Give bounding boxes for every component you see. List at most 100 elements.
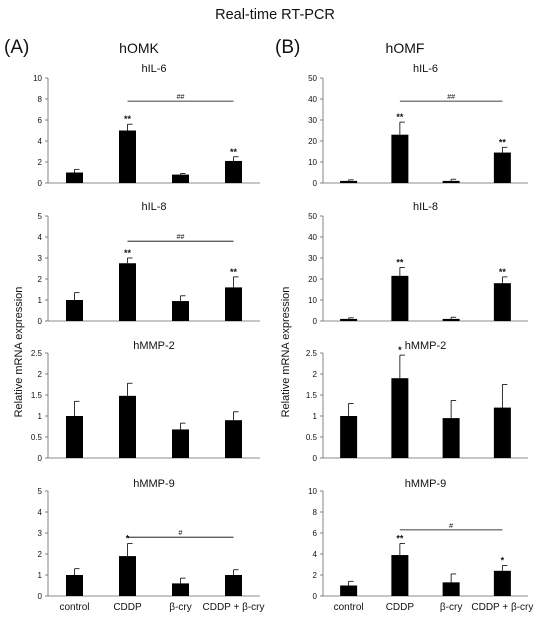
- chart-title: hMMP-2: [405, 340, 447, 352]
- chart-title: hIL-8: [141, 201, 166, 213]
- category-label: control: [59, 602, 89, 613]
- y-tick-label: 2: [313, 370, 318, 379]
- chart-a-3: hMMP-2 0 0.5 1 1.5 2 2.5: [31, 340, 260, 463]
- significance-marker: *: [126, 534, 130, 544]
- significance-marker: **: [124, 248, 132, 258]
- significance-marker: *: [398, 345, 402, 355]
- bar: [225, 287, 242, 321]
- y-axis-label-a: Relative mRNA expression: [13, 287, 25, 418]
- category-label: β-cry: [169, 602, 191, 613]
- bar: [442, 418, 460, 458]
- y-tick-label: 10: [308, 296, 317, 305]
- y-tick-label: 0: [313, 592, 318, 601]
- y-tick-label: 0.5: [306, 433, 318, 442]
- chart-a-1: hIL-6 0 2 4 6 8 10 ** ** ##: [33, 63, 260, 188]
- y-tick-label: 2: [38, 370, 43, 379]
- y-tick-label: 0: [38, 179, 43, 188]
- y-axis-label-b: Relative mRNA expression: [280, 287, 292, 418]
- y-tick-label: 1: [38, 412, 43, 421]
- significance-marker: **: [230, 267, 238, 277]
- significance-marker: **: [396, 534, 404, 544]
- chart-a-4: hMMP-9 0 1 2 3 4 5 control * CDDP β-cry CDDP + β-cr…: [38, 478, 265, 613]
- bar: [340, 318, 358, 321]
- bar: [225, 420, 242, 458]
- y-tick-label: 0.5: [31, 433, 43, 442]
- y-tick-label: 20: [308, 137, 317, 146]
- y-tick-label: 30: [308, 116, 317, 125]
- bar: [442, 318, 460, 321]
- significance-marker: **: [499, 137, 507, 147]
- y-tick-label: 0: [313, 454, 318, 463]
- y-tick-label: 40: [308, 95, 317, 104]
- category-label: CDDP: [113, 602, 142, 613]
- bar: [66, 172, 83, 183]
- bar: [442, 180, 460, 183]
- y-tick-label: 1.5: [31, 391, 43, 400]
- comparison-marker: #: [179, 530, 183, 537]
- y-tick-label: 50: [308, 212, 317, 221]
- y-tick-label: 6: [38, 116, 43, 125]
- y-tick-label: 8: [38, 95, 43, 104]
- bar: [225, 160, 242, 183]
- panel-b-title: hOMF: [386, 40, 425, 56]
- y-tick-label: 2.5: [31, 349, 43, 358]
- bar: [442, 582, 460, 596]
- chart-title: hMMP-2: [133, 340, 175, 352]
- y-tick-label: 3: [38, 254, 43, 263]
- significance-marker: *: [501, 556, 505, 566]
- comparison-marker: #: [449, 523, 453, 530]
- comparison-marker: ##: [177, 94, 185, 101]
- category-label: CDDP: [386, 602, 415, 613]
- chart-b-1: hIL-6 0 10 20 30 40 50 ** ** ##: [308, 63, 528, 188]
- comparison-marker: ##: [177, 234, 185, 241]
- panel-a-title: hOMK: [119, 40, 159, 56]
- y-tick-label: 40: [308, 233, 317, 242]
- bar: [66, 416, 83, 458]
- y-tick-label: 0: [38, 454, 43, 463]
- chart-a-2: hIL-8 0 1 2 3 4 5 ** ** ##: [38, 201, 260, 326]
- y-tick-label: 1: [313, 412, 318, 421]
- y-tick-label: 50: [308, 74, 317, 83]
- bar: [493, 283, 511, 321]
- y-tick-label: 0: [313, 179, 318, 188]
- chart-b-3: hMMP-2 0 0.5 1 1.5 2 2.5 *: [306, 340, 528, 463]
- bar: [119, 395, 136, 458]
- bar: [225, 575, 242, 596]
- bar: [493, 152, 511, 183]
- y-tick-label: 2: [38, 158, 43, 167]
- y-tick-label: 2: [38, 275, 43, 284]
- charts-layer: hIL-60246810****##hIL-8012345****##hMMP-…: [31, 63, 533, 613]
- significance-marker: **: [124, 114, 132, 124]
- y-tick-label: 4: [313, 550, 318, 559]
- bar: [66, 300, 83, 321]
- significance-marker: **: [499, 267, 507, 277]
- bar: [119, 130, 136, 183]
- comparison-marker: ##: [447, 94, 455, 101]
- y-tick-label: 5: [38, 212, 43, 221]
- y-tick-label: 1: [38, 296, 43, 305]
- significance-marker: **: [396, 112, 404, 122]
- bar: [172, 301, 189, 321]
- chart-b-2: hIL-8 0 10 20 30 40 50 ** **: [308, 201, 528, 326]
- y-tick-label: 2: [313, 571, 318, 580]
- y-tick-label: 30: [308, 254, 317, 263]
- y-tick-label: 4: [38, 233, 43, 242]
- bar: [391, 378, 409, 458]
- chart-title: hIL-6: [141, 63, 166, 75]
- y-tick-label: 2: [38, 550, 43, 559]
- bar: [493, 407, 511, 458]
- y-tick-label: 0: [38, 317, 43, 326]
- y-tick-label: 5: [38, 487, 43, 496]
- y-tick-label: 4: [38, 508, 43, 517]
- category-label: CDDP + β-cry: [471, 602, 533, 613]
- significance-marker: **: [396, 257, 404, 267]
- y-tick-label: 1: [38, 571, 43, 580]
- y-tick-label: 4: [38, 137, 43, 146]
- panel-b-label: (B): [275, 37, 300, 58]
- bar: [340, 585, 358, 596]
- panel-a-label: (A): [4, 37, 29, 58]
- chart-title: hIL-6: [413, 63, 438, 75]
- category-label: β-cry: [440, 602, 462, 613]
- bar: [66, 575, 83, 596]
